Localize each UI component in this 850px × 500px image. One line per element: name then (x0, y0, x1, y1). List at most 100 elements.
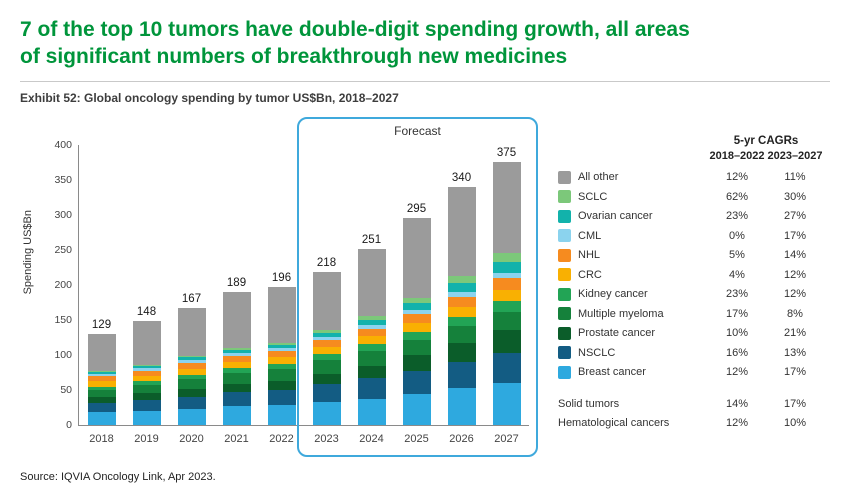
cagr-2018-2022-all-other: 12% (725, 171, 749, 184)
bar-total-2024: 251 (361, 233, 382, 246)
cagr-2018-2022-prostate-cancer: 10% (725, 327, 749, 340)
segment-crc-2022 (267, 357, 296, 364)
segment-crc-2018 (87, 381, 116, 387)
legend: 5-yr CAGRs 2018–2022 2023–2027 All other… (558, 115, 824, 463)
content-row: Spending US$Bn 0 50 100 150 200 250 300 350 400 1… (20, 115, 830, 463)
segment-cml-2023 (312, 337, 341, 340)
segment-prostate-cancer-2026 (447, 342, 476, 362)
segment-crc-2026 (447, 307, 476, 317)
legend-label-cml: CML (578, 229, 602, 242)
plot-area: 0 50 100 150 200 250 300 350 400 129 2018 148 2019 16… (54, 139, 529, 445)
segment-all-other-2018 (87, 334, 116, 372)
segment-sclc-2019 (132, 365, 161, 366)
x-label-2027: 2027 (494, 432, 519, 445)
forecast-label: Forecast (394, 123, 441, 138)
legend-item-sclc: SCLC 62% 30% (558, 187, 824, 207)
segment-ovarian-cancer-2027 (492, 261, 521, 273)
legend-item-nsclc: NSCLC 16% 13% (558, 343, 824, 363)
segment-prostate-cancer-2024 (357, 365, 386, 379)
cagr-2023-2027-nsclc: 13% (783, 346, 807, 359)
x-label-2018: 2018 (89, 432, 114, 445)
cagr-2023-2027-nhl: 14% (783, 249, 807, 262)
segment-kidney-cancer-2026 (447, 316, 476, 326)
bar-column-2021: 189 2021 (214, 145, 259, 445)
cagr-2018-2022-crc: 4% (729, 268, 745, 281)
segment-cml-2019 (132, 367, 161, 371)
segment-nsclc-2018 (87, 402, 116, 412)
segment-nhl-2020 (177, 363, 206, 369)
segment-breast-cancer-2021 (222, 406, 251, 425)
legend-label-multiple-myeloma: Multiple myeloma (578, 307, 664, 320)
cagr-2018-2022-solid-tumors: 14% (725, 397, 749, 410)
segment-all-other-2025 (402, 218, 431, 298)
legend-item-breast-cancer: Breast cancer 12% 17% (558, 363, 824, 383)
segment-kidney-cancer-2019 (132, 381, 161, 385)
cagr-2023-2027-crc: 12% (783, 268, 807, 281)
segment-ovarian-cancer-2021 (222, 350, 251, 354)
segment-ovarian-cancer-2026 (447, 282, 476, 292)
cagr-2023-2027-all-other: 11% (784, 171, 806, 184)
x-label-2022: 2022 (269, 432, 294, 445)
segment-kidney-cancer-2021 (222, 367, 251, 373)
segment-nsclc-2025 (402, 370, 431, 394)
segment-prostate-cancer-2019 (132, 393, 161, 401)
page-title-line1: 7 of the top 10 tumors have double-digit… (20, 18, 690, 41)
segment-nhl-2025 (402, 314, 431, 324)
cagr-2023-2027-ovarian-cancer: 27% (783, 210, 807, 223)
x-label-2019: 2019 (134, 432, 159, 445)
segment-breast-cancer-2026 (447, 388, 476, 425)
segment-cml-2021 (222, 353, 251, 357)
bar-stack-2023 (312, 272, 341, 425)
legend-swatch-cml (558, 229, 571, 243)
legend-col-2023-2027: 2023–2027 (767, 149, 823, 162)
segment-multiple-myeloma-2025 (402, 339, 431, 356)
bar-stack-2025 (402, 218, 431, 425)
y-tick-100: 100 (54, 348, 72, 361)
segment-crc-2027 (492, 290, 521, 302)
bar-stack-2020 (177, 307, 206, 425)
segment-kidney-cancer-2023 (312, 353, 341, 361)
cagr-2018-2022-hematological-cancers: 12% (725, 417, 749, 430)
segment-all-other-2023 (312, 272, 341, 331)
segment-breast-cancer-2018 (87, 412, 116, 425)
segment-nhl-2023 (312, 339, 341, 347)
segment-multiple-myeloma-2027 (492, 311, 521, 331)
segment-nhl-2021 (222, 356, 251, 362)
legend-label-sclc: SCLC (578, 190, 608, 203)
segment-all-other-2027 (492, 162, 521, 254)
segment-cml-2020 (177, 360, 206, 364)
segment-ovarian-cancer-2020 (177, 357, 206, 361)
legend-label-prostate-cancer: Prostate cancer (578, 327, 656, 340)
legend-col-2018-2022: 2018–2022 (709, 149, 765, 162)
y-axis-label: Spending US$Bn (22, 209, 34, 294)
segment-kidney-cancer-2022 (267, 363, 296, 370)
segment-breast-cancer-2020 (177, 408, 206, 425)
cagr-2018-2022-multiple-myeloma: 17% (725, 307, 749, 320)
segment-sclc-2023 (312, 330, 341, 333)
x-label-2025: 2025 (404, 432, 429, 445)
legend-swatch-sclc (558, 190, 571, 204)
x-label-2023: 2023 (314, 432, 339, 445)
legend-swatch-prostate-cancer (558, 326, 571, 340)
x-label-2024: 2024 (359, 432, 384, 445)
bar-total-2020: 167 (181, 292, 202, 305)
bar-stack-2026 (447, 186, 476, 425)
segment-breast-cancer-2023 (312, 402, 341, 425)
segment-kidney-cancer-2020 (177, 374, 206, 380)
segment-nhl-2019 (132, 370, 161, 376)
legend-summary-solid-tumors: Solid tumors 14% 17% (558, 394, 824, 414)
segment-cml-2018 (87, 373, 116, 377)
y-tick-150: 150 (54, 313, 72, 326)
segment-nhl-2022 (267, 351, 296, 358)
legend-item-nhl: NHL 5% 14% (558, 246, 824, 266)
segment-nsclc-2020 (177, 396, 206, 409)
segment-sclc-2020 (177, 356, 206, 358)
legend-summary-hematological-cancers: Hematological cancers 12% 10% (558, 414, 824, 434)
x-label-2026: 2026 (449, 432, 474, 445)
legend-item-all-other: All other 12% 11% (558, 168, 824, 188)
bar-total-2026: 340 (451, 171, 472, 184)
cagr-2018-2022-nhl: 5% (729, 249, 745, 262)
legend-label-nsclc: NSCLC (578, 346, 616, 359)
y-tick-0: 0 (66, 418, 72, 431)
